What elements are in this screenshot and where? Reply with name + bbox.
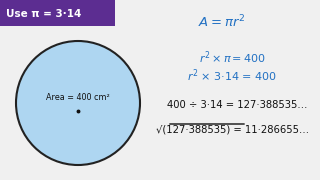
Text: $\mathit{r}^2$ × 3·14 = 400: $\mathit{r}^2$ × 3·14 = 400 bbox=[187, 68, 277, 84]
Text: $\mathit{A} = \pi\mathit{r}^2$: $\mathit{A} = \pi\mathit{r}^2$ bbox=[198, 14, 245, 30]
Text: Area = 400 cm²: Area = 400 cm² bbox=[46, 93, 110, 102]
Text: 400 ÷ 3·14 = 127·388535…: 400 ÷ 3·14 = 127·388535… bbox=[167, 100, 307, 110]
Text: Use π = 3·14: Use π = 3·14 bbox=[6, 9, 81, 19]
Text: $\mathit{r}^2 \times \pi = 400$: $\mathit{r}^2 \times \pi = 400$ bbox=[198, 50, 266, 66]
FancyBboxPatch shape bbox=[0, 0, 115, 26]
Text: √(127·388535) = 11·286655…: √(127·388535) = 11·286655… bbox=[156, 125, 308, 135]
Circle shape bbox=[16, 41, 140, 165]
